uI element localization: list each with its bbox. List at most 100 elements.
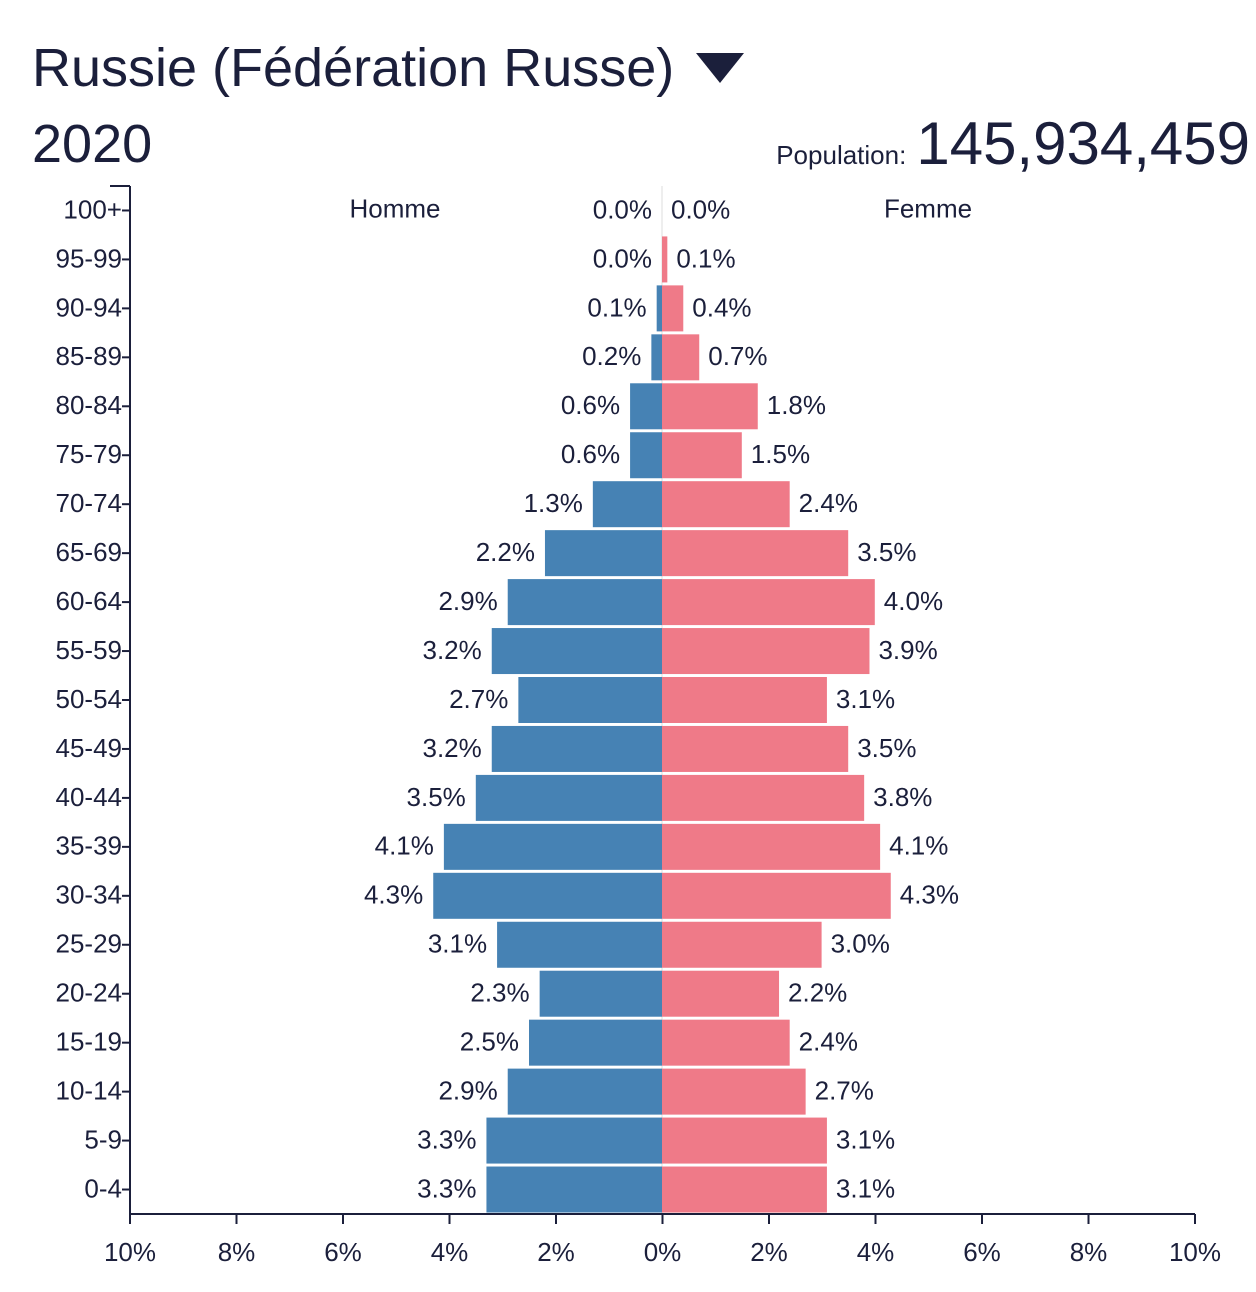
age-label-25-29: 25-29 [56, 929, 123, 959]
label-female-20-24: 2.2% [788, 978, 847, 1008]
label-male-80-84: 0.6% [561, 390, 620, 420]
bar-female-55-59 [662, 628, 870, 675]
x-tick-label: 4% [857, 1237, 895, 1267]
bar-male-45-49 [491, 725, 662, 772]
label-male-5-9: 3.3% [417, 1124, 476, 1154]
x-tick-label: 2% [750, 1237, 788, 1267]
bar-female-75-79 [662, 432, 742, 479]
age-label-80-84: 80-84 [56, 390, 123, 420]
age-label-85-89: 85-89 [56, 341, 123, 371]
age-label-0-4: 0-4 [84, 1173, 122, 1203]
label-male-15-19: 2.5% [460, 1027, 519, 1057]
label-female-75-79: 1.5% [751, 439, 810, 469]
age-label-30-34: 30-34 [56, 880, 123, 910]
label-female-30-34: 4.3% [900, 880, 959, 910]
bar-female-15-19 [662, 1019, 790, 1066]
age-label-20-24: 20-24 [56, 978, 123, 1008]
label-male-50-54: 2.7% [449, 684, 508, 714]
label-female-50-54: 3.1% [836, 684, 895, 714]
bar-male-85-89 [651, 334, 662, 381]
label-male-85-89: 0.2% [582, 341, 641, 371]
label-female-0-4: 3.1% [836, 1173, 895, 1203]
bar-female-5-9 [662, 1117, 827, 1164]
age-label-70-74: 70-74 [56, 488, 123, 518]
x-tick-label: 2% [537, 1237, 575, 1267]
bar-female-60-64 [662, 579, 875, 626]
bar-female-90-94 [662, 285, 684, 332]
label-male-65-69: 2.2% [476, 537, 535, 567]
bar-female-70-74 [662, 481, 790, 528]
age-label-50-54: 50-54 [56, 684, 123, 714]
bar-female-40-44 [662, 774, 865, 821]
label-male-20-24: 2.3% [470, 978, 529, 1008]
age-label-55-59: 55-59 [56, 635, 123, 665]
x-tick-label: 6% [324, 1237, 362, 1267]
age-label-60-64: 60-64 [56, 586, 123, 616]
bar-male-5-9 [486, 1117, 662, 1164]
bar-male-50-54 [518, 677, 662, 723]
bar-male-40-44 [475, 774, 662, 821]
bar-female-85-89 [662, 334, 700, 381]
label-female-60-64: 4.0% [884, 586, 943, 616]
bar-female-80-84 [662, 383, 758, 430]
bar-female-20-24 [662, 970, 780, 1017]
label-male-40-44: 3.5% [407, 782, 466, 812]
label-female-80-84: 1.8% [767, 390, 826, 420]
bar-male-60-64 [507, 579, 662, 626]
legend-male: Homme [349, 193, 440, 223]
label-female-100+: 0.0% [671, 194, 730, 224]
label-female-65-69: 3.5% [857, 537, 916, 567]
x-tick-label: 0% [644, 1237, 682, 1267]
label-female-90-94: 0.4% [692, 292, 751, 322]
bar-female-65-69 [662, 530, 849, 577]
population-value: 145,934,459 [916, 110, 1250, 177]
label-female-40-44: 3.8% [873, 782, 932, 812]
bar-female-95-99 [662, 236, 668, 283]
caret-down-icon[interactable] [696, 53, 745, 83]
population-display: Population: 145,934,459 [776, 110, 1250, 178]
label-male-25-29: 3.1% [428, 929, 487, 959]
bar-male-55-59 [491, 628, 662, 675]
label-male-45-49: 3.2% [422, 733, 481, 763]
label-male-95-99: 0.0% [593, 243, 652, 273]
legend-female: Femme [884, 193, 972, 223]
label-male-100+: 0.0% [593, 194, 652, 224]
label-male-90-94: 0.1% [587, 292, 646, 322]
bar-female-0-4 [662, 1166, 827, 1213]
bar-male-0-4 [486, 1166, 662, 1213]
year-label: 2020 [32, 114, 153, 174]
age-label-40-44: 40-44 [56, 782, 123, 812]
bar-female-45-49 [662, 725, 849, 772]
bar-male-65-69 [544, 530, 662, 577]
label-female-5-9: 3.1% [836, 1124, 895, 1154]
age-label-65-69: 65-69 [56, 537, 123, 567]
age-label-90-94: 90-94 [56, 292, 123, 322]
bar-male-20-24 [539, 970, 662, 1017]
label-female-55-59: 3.9% [878, 635, 937, 665]
x-tick-label: 10% [1169, 1237, 1221, 1267]
label-female-10-14: 2.7% [815, 1075, 874, 1105]
bar-male-15-19 [529, 1019, 662, 1066]
bar-male-80-84 [630, 383, 662, 430]
label-male-10-14: 2.9% [438, 1075, 497, 1105]
label-male-70-74: 1.3% [524, 488, 583, 518]
chart-header: Russie (Fédération Russe) 2020 Populatio… [0, 0, 1256, 185]
bar-male-30-34 [433, 872, 662, 919]
label-male-0-4: 3.3% [417, 1173, 476, 1203]
age-label-100+: 100+ [63, 194, 122, 224]
age-label-45-49: 45-49 [56, 733, 123, 763]
bar-male-90-94 [656, 285, 662, 332]
label-male-60-64: 2.9% [438, 586, 497, 616]
bar-female-30-34 [662, 872, 891, 919]
label-male-55-59: 3.2% [422, 635, 481, 665]
bar-male-35-39 [443, 823, 662, 870]
bar-male-10-14 [507, 1068, 662, 1115]
label-female-25-29: 3.0% [831, 929, 890, 959]
label-male-35-39: 4.1% [375, 831, 434, 861]
x-tick-label: 4% [431, 1237, 469, 1267]
label-female-35-39: 4.1% [889, 831, 948, 861]
label-female-85-89: 0.7% [708, 341, 767, 371]
country-selector[interactable]: Russie (Fédération Russe) [32, 36, 745, 100]
x-tick-label: 10% [104, 1237, 156, 1267]
